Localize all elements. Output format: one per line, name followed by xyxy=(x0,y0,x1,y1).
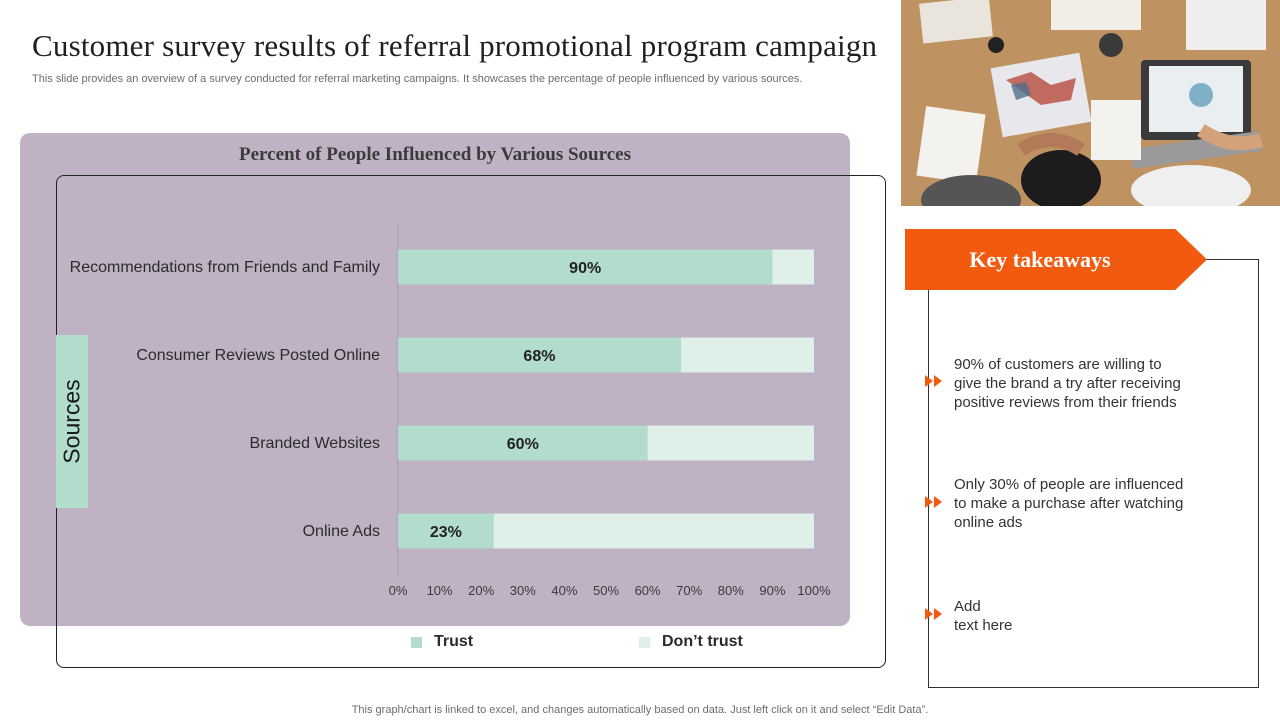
bullet-arrow-icon xyxy=(925,375,942,387)
x-tick-label: 20% xyxy=(468,583,494,598)
chart-title: Percent of People Influenced by Various … xyxy=(239,144,631,165)
legend-item-trust: Trust xyxy=(411,633,473,651)
takeaways-header: Key takeaways xyxy=(905,229,1207,290)
x-tick-label: 0% xyxy=(389,583,408,598)
x-tick-label: 30% xyxy=(510,583,536,598)
bar-dont-trust xyxy=(493,513,814,549)
bar-trust xyxy=(398,425,648,461)
x-tick-label: 10% xyxy=(427,583,453,598)
footnote: This graph/chart is linked to excel, and… xyxy=(351,704,929,716)
legend-label-dont-trust: Don’t trust xyxy=(662,633,743,650)
x-tick-label: 70% xyxy=(676,583,702,598)
x-tick-label: 50% xyxy=(593,583,619,598)
team-meeting-photo xyxy=(901,0,1280,206)
bar-dont-trust xyxy=(680,337,814,373)
category-label: Recommendations from Friends and Family xyxy=(70,259,380,276)
bar-dont-trust xyxy=(647,425,814,461)
category-label: Consumer Reviews Posted Online xyxy=(136,347,380,364)
y-axis-label-box: Sources xyxy=(56,335,88,508)
x-tick-label: 80% xyxy=(718,583,744,598)
legend-label-trust: Trust xyxy=(434,633,474,650)
takeaway-item: 90% of customers are willing to give the… xyxy=(954,356,1181,411)
data-label: 68% xyxy=(523,348,555,365)
bar-trust xyxy=(398,249,773,285)
takeaways-heading: Key takeaways xyxy=(969,246,1111,272)
page-subtitle: This slide provides an overview of a sur… xyxy=(32,73,803,85)
data-label: 90% xyxy=(569,260,601,277)
legend-swatch-trust xyxy=(411,636,422,648)
category-label: Online Ads xyxy=(303,523,380,540)
data-label: 60% xyxy=(507,436,539,453)
bullet-arrow-icon xyxy=(925,496,942,508)
legend-item-dont-trust: Don’t trust xyxy=(639,633,743,651)
data-label: 23% xyxy=(430,524,462,541)
category-label: Branded Websites xyxy=(250,435,380,452)
bar-dont-trust xyxy=(772,249,814,285)
x-tick-label: 40% xyxy=(551,583,577,598)
legend-swatch-dont-trust xyxy=(639,636,650,648)
bar-trust xyxy=(398,513,494,549)
bar-trust xyxy=(398,337,681,373)
x-tick-label: 60% xyxy=(635,583,661,598)
x-tick-label: 100% xyxy=(797,583,831,598)
x-tick-label: 90% xyxy=(759,583,785,598)
takeaway-item: Add text here xyxy=(954,598,1013,634)
bullet-arrow-icon xyxy=(925,608,942,620)
page-title: Customer survey results of referral prom… xyxy=(32,28,878,63)
takeaway-item: Only 30% of people are influenced to mak… xyxy=(954,476,1184,531)
